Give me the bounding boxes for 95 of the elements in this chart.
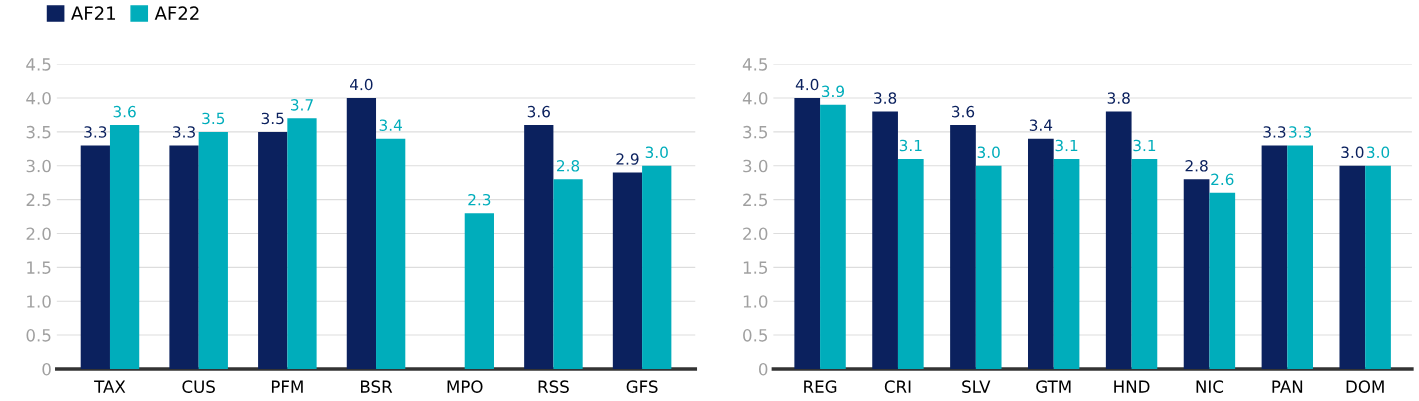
bar [1261, 145, 1288, 369]
bar [198, 131, 228, 369]
bar [1183, 179, 1210, 369]
x-tick-label: BSR [361, 380, 393, 393]
data-label: 2.3 [468, 193, 491, 206]
data-label: 3.1 [899, 139, 922, 152]
bar [553, 179, 583, 369]
data-label: 3.4 [379, 119, 402, 131]
bar [1287, 145, 1314, 369]
data-label: 3.3 [1263, 126, 1286, 138]
y-tick-label: 0 [758, 362, 768, 376]
bar [612, 172, 643, 369]
x-tick-label: SLV [962, 380, 991, 393]
bar [820, 104, 846, 369]
data-label: 3.7 [291, 99, 313, 111]
y-tick-label: 2.5 [26, 193, 51, 207]
bar [258, 131, 288, 369]
data-label: 3.8 [1107, 92, 1130, 104]
bar [1365, 165, 1391, 369]
bar [794, 98, 821, 369]
data-label: 3.4 [1029, 119, 1053, 131]
data-label: 2.6 [1211, 173, 1234, 186]
y-tick-label: 4.5 [26, 58, 51, 71]
bar [80, 145, 110, 369]
y-tick-label: 1.0 [27, 295, 51, 308]
bar [1131, 158, 1158, 369]
x-tick-label: MPO [447, 380, 483, 393]
bar [872, 111, 898, 369]
data-label: 2.9 [616, 153, 639, 165]
x-tick-label: TAX [94, 380, 126, 393]
x-tick-label: RSS [538, 380, 569, 393]
bar [642, 165, 672, 369]
data-label: 3.6 [113, 105, 136, 118]
bar [975, 165, 1002, 369]
bar [376, 138, 406, 369]
data-label: 3.9 [821, 85, 844, 98]
x-tick-label: NIC [1196, 380, 1224, 393]
y-tick-label: 2.5 [743, 193, 768, 207]
data-label: 3.3 [1289, 126, 1312, 138]
bar [1339, 165, 1366, 369]
data-label: 3.8 [874, 92, 897, 104]
legend-label: AF22 [154, 6, 199, 20]
data-label: 3.6 [951, 105, 975, 118]
x-tick-label: DOM [1346, 380, 1384, 393]
y-tick-label: 0.5 [26, 329, 51, 342]
data-label: 3.3 [173, 126, 195, 138]
x-tick-label: PAN [1272, 380, 1303, 393]
bar [897, 158, 924, 369]
data-label: 3.0 [977, 146, 1000, 159]
data-label: 3.5 [261, 112, 284, 125]
bar [524, 125, 554, 369]
legend-label: AF21 [71, 6, 115, 20]
data-label: 3.5 [202, 112, 225, 125]
data-label: 2.8 [557, 160, 580, 172]
data-label: 3.0 [1341, 146, 1364, 159]
x-tick-label: PFM [271, 380, 303, 393]
bar [1053, 158, 1080, 369]
y-tick-label: 3.5 [743, 125, 768, 139]
data-label: 3.1 [1133, 139, 1156, 152]
x-tick-label: GFS [626, 380, 658, 393]
y-tick-label: 1.5 [743, 261, 768, 274]
y-tick-label: 2.0 [743, 227, 768, 241]
bar [169, 145, 199, 369]
data-label: 3.6 [527, 105, 550, 118]
bar [1028, 138, 1054, 369]
data-label: 3.3 [84, 126, 107, 138]
data-label: 2.8 [1185, 160, 1208, 172]
data-label: 3.0 [645, 146, 668, 159]
x-tick-label: REG [804, 380, 837, 393]
data-label: 4.0 [350, 78, 373, 91]
y-tick-label: 3.0 [743, 159, 768, 173]
y-tick-label: 3.5 [26, 125, 51, 139]
x-tick-label: CRI [884, 380, 911, 393]
x-tick-label: CUS [182, 380, 215, 393]
y-tick-label: 4.0 [742, 91, 768, 105]
bar [287, 118, 317, 369]
data-label: 3.0 [1367, 146, 1390, 159]
y-tick-label: 0 [42, 362, 51, 376]
bar [346, 98, 377, 369]
y-tick-label: 0.5 [743, 329, 768, 342]
data-label: 4.0 [795, 78, 819, 91]
y-tick-label: 2.0 [26, 227, 51, 241]
y-tick-label: 1.5 [27, 261, 51, 274]
bar [109, 125, 140, 369]
bar [464, 213, 494, 369]
y-tick-label: 3.0 [26, 159, 51, 173]
bar [950, 125, 976, 369]
x-tick-label: GTM [1036, 380, 1071, 393]
y-tick-label: 4.0 [26, 91, 51, 105]
bar [1209, 192, 1236, 369]
bar [1105, 111, 1132, 369]
y-tick-label: 4.5 [742, 58, 768, 71]
x-tick-label: HND [1114, 380, 1150, 393]
data-label: 3.1 [1055, 139, 1078, 152]
y-tick-label: 1.0 [743, 295, 768, 308]
